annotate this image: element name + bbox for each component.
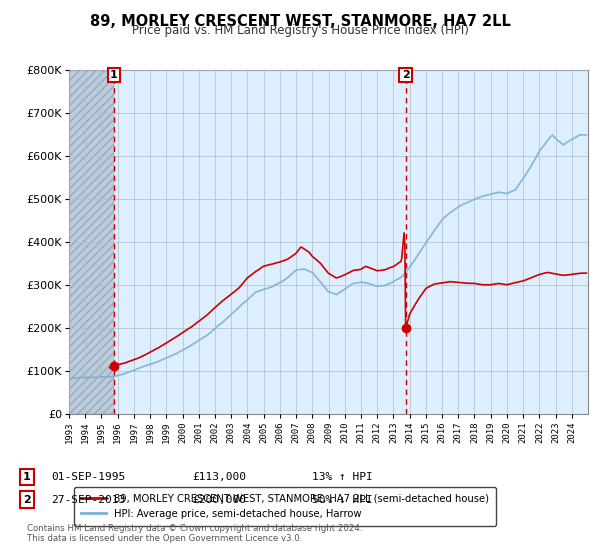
Text: 2: 2 [401,70,409,80]
Bar [69,70,113,414]
Text: 2: 2 [23,494,31,505]
Text: 27-SEP-2013: 27-SEP-2013 [51,494,125,505]
Bar [69,70,113,414]
Text: 89, MORLEY CRESCENT WEST, STANMORE, HA7 2LL: 89, MORLEY CRESCENT WEST, STANMORE, HA7 … [89,14,511,29]
Text: Contains HM Land Registry data © Crown copyright and database right 2024.
This d: Contains HM Land Registry data © Crown c… [27,524,362,543]
Text: 01-SEP-1995: 01-SEP-1995 [51,472,125,482]
Text: Price paid vs. HM Land Registry's House Price Index (HPI): Price paid vs. HM Land Registry's House … [131,24,469,37]
Text: 1: 1 [110,70,118,80]
Text: 1: 1 [23,472,31,482]
Text: 13% ↑ HPI: 13% ↑ HPI [312,472,373,482]
Text: £200,000: £200,000 [192,494,246,505]
Text: £113,000: £113,000 [192,472,246,482]
Text: 50% ↓ HPI: 50% ↓ HPI [312,494,373,505]
Legend: 89, MORLEY CRESCENT WEST, STANMORE, HA7 2LL (semi-detached house), HPI: Average : 89, MORLEY CRESCENT WEST, STANMORE, HA7 … [74,487,496,525]
